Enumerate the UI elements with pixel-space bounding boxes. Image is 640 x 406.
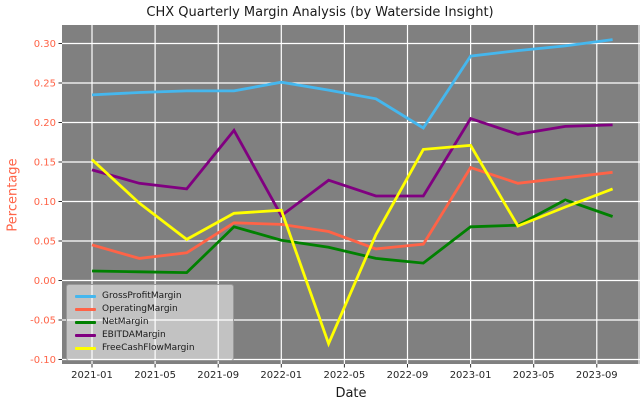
series-line-operatingmargin xyxy=(91,165,613,260)
y-tick-label: -0.05 xyxy=(30,316,56,327)
y-tick-label: 0.30 xyxy=(34,39,56,50)
legend-swatch-netmargin xyxy=(75,321,96,324)
chart-title: CHX Quarterly Margin Analysis (by Waters… xyxy=(146,5,494,20)
legend-item: OperatingMargin xyxy=(75,304,225,315)
series-line-grossprofitmargin xyxy=(91,38,613,130)
legend-item: NetMargin xyxy=(75,317,225,328)
x-tick-label: 2022-09 xyxy=(387,370,429,381)
y-tick-label: 0.05 xyxy=(34,237,56,248)
x-tick-label: 2022-01 xyxy=(260,370,302,381)
y-tick-label: 0.25 xyxy=(34,79,56,90)
y-tick-label: 0.10 xyxy=(34,197,56,208)
series-line-netmargin xyxy=(91,198,614,275)
series-line-freecashflowmargin xyxy=(91,143,614,348)
x-axis-label: Date xyxy=(335,386,367,401)
y-axis-label: Percentage xyxy=(5,158,21,232)
x-tick-label: 2021-09 xyxy=(197,370,239,381)
legend-swatch-freecashflowmargin xyxy=(75,347,96,350)
y-tick-label: 0.00 xyxy=(34,276,56,287)
legend-swatch-grossprofitmargin xyxy=(75,295,96,298)
legend-swatch-operatingmargin xyxy=(75,308,96,311)
legend-item: FreeCashFlowMargin xyxy=(75,343,225,354)
x-tick-label: 2021-01 xyxy=(71,370,113,381)
legend-item: GrossProfitMargin xyxy=(75,291,225,302)
legend-label: FreeCashFlowMargin xyxy=(102,343,195,353)
x-tick-label: 2023-01 xyxy=(450,370,492,381)
x-tick-label: 2023-09 xyxy=(576,370,618,381)
legend-label: GrossProfitMargin xyxy=(102,291,182,301)
legend-swatch-ebitdamargin xyxy=(75,334,96,337)
y-tick-label: -0.10 xyxy=(30,355,56,366)
legend-item: EBITDAMargin xyxy=(75,330,225,341)
legend-label: NetMargin xyxy=(102,317,149,327)
legend-label: OperatingMargin xyxy=(102,304,178,314)
series-line-ebitdamargin xyxy=(91,116,613,218)
y-tick-label: 0.20 xyxy=(34,118,56,129)
legend: GrossProfitMargin OperatingMargin NetMar… xyxy=(66,284,234,361)
y-tick-label: 0.15 xyxy=(34,158,56,169)
legend-label: EBITDAMargin xyxy=(102,330,166,340)
x-tick-label: 2022-05 xyxy=(324,370,366,381)
x-tick-label: 2021-05 xyxy=(134,370,176,381)
x-tick-label: 2023-05 xyxy=(513,370,555,381)
